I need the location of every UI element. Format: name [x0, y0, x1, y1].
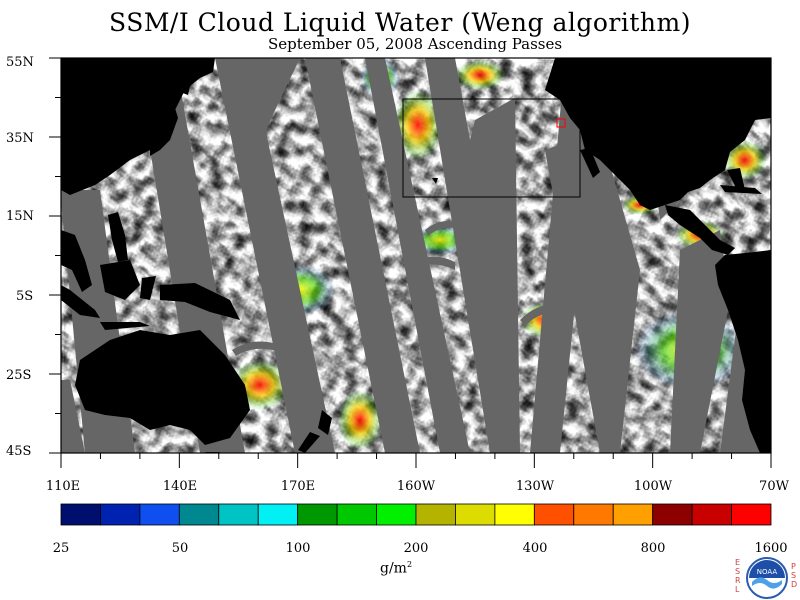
lat-label: 25S: [6, 368, 32, 383]
lon-label: 70W: [759, 479, 789, 494]
land-masses: [61, 58, 771, 453]
lon-label: 170E: [280, 479, 316, 494]
colorbar-swatch: [257, 503, 299, 526]
colorbar-label: 1600: [754, 541, 788, 556]
colorbar-swatch: [731, 503, 772, 526]
colorbar-swatch: [218, 503, 259, 526]
colorbar-swatch: [297, 503, 338, 526]
colorbar-swatch: [139, 503, 180, 526]
marker-box: [556, 118, 566, 128]
colorbar-swatch: [60, 503, 101, 526]
lat-label: 45S: [6, 444, 32, 459]
colorbar-label: 25: [52, 541, 70, 556]
colorbar-swatch: [573, 503, 614, 526]
colorbar-swatch: [376, 503, 417, 526]
colorbar-swatch: [415, 503, 456, 526]
colorbar-swatch: [178, 503, 220, 526]
colorbar-label: 100: [285, 541, 311, 556]
noaa-logo: NOAA: [746, 557, 788, 599]
lat-label: 35N: [6, 131, 34, 146]
colorbar-swatch: [691, 503, 732, 526]
lon-label: 140E: [162, 479, 198, 494]
colorbar-units: g/m2: [380, 560, 413, 577]
lat-label: 5S: [16, 289, 34, 304]
lon-label: 100W: [633, 479, 673, 494]
colorbar-swatch: [652, 503, 693, 526]
lon-label: 110E: [45, 479, 81, 494]
colorbar-swatch: [533, 503, 575, 526]
colorbar-label: 50: [171, 541, 189, 556]
colorbar-swatch: [100, 503, 141, 526]
map-field: [61, 58, 771, 453]
map-title: SSM/I Cloud Liquid Water (Weng algorithm…: [109, 8, 691, 37]
colorbar-label: 800: [640, 541, 666, 556]
colorbar-swatch: [494, 503, 535, 526]
axis-ticks: [49, 57, 772, 468]
lat-label: 55N: [6, 55, 34, 70]
logo-text: NOAA: [757, 568, 778, 576]
colorbar-swatch: [336, 503, 377, 526]
colorbar-swatch: [612, 503, 654, 526]
lon-label: 160W: [396, 479, 436, 494]
colorbar: [60, 503, 772, 526]
map-subtitle: September 05, 2008 Ascending Passes: [267, 35, 563, 53]
colorbar-swatch: [455, 503, 496, 526]
analysis-box: [402, 98, 581, 198]
lon-label: 130W: [515, 479, 555, 494]
colorbar-label: 200: [403, 541, 429, 556]
colorbar-label: 400: [522, 541, 548, 556]
lat-label: 15N: [6, 209, 34, 224]
